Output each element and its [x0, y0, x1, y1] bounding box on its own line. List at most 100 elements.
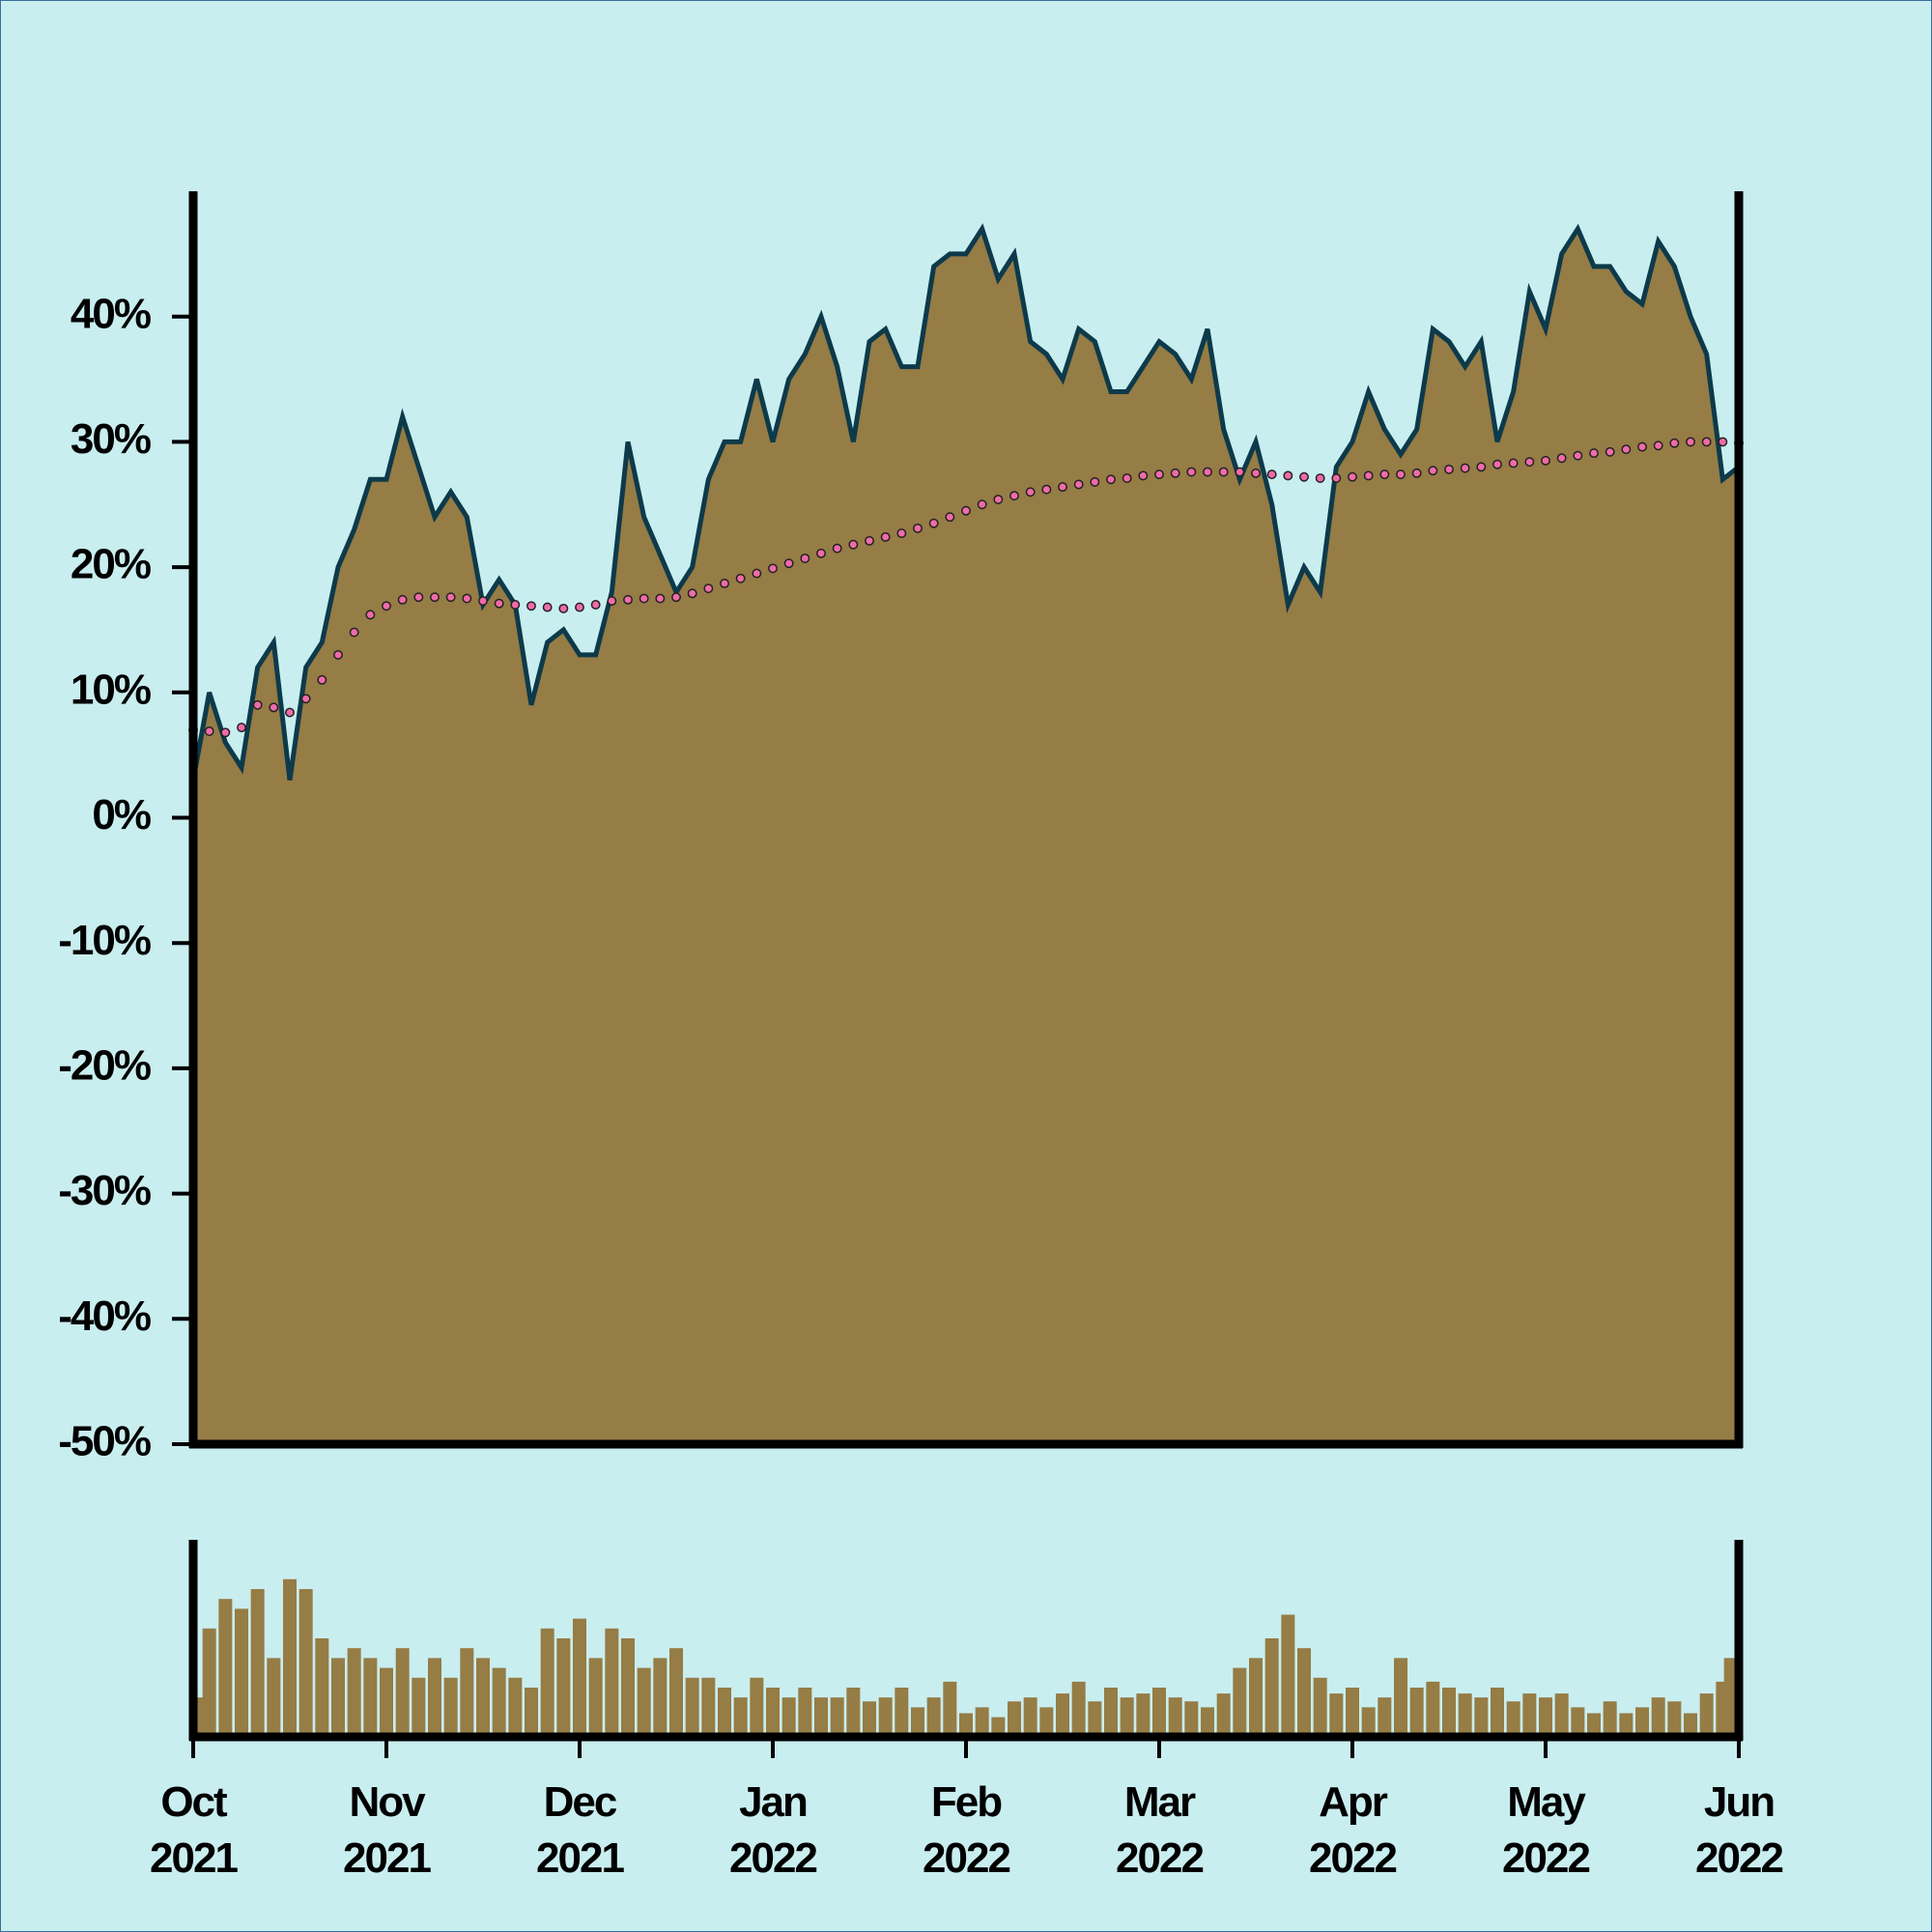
volume-bar [911, 1707, 924, 1737]
moving-average-dot [1428, 466, 1438, 476]
volume-bar [250, 1589, 265, 1737]
y-tick-label: 0% [92, 791, 150, 838]
moving-average-dot [1138, 470, 1149, 481]
moving-average-dot [720, 579, 729, 588]
moving-average-dot [1348, 471, 1357, 482]
moving-average-dot [494, 598, 504, 609]
x-tick-label: Jun 2022 [1695, 1778, 1784, 1882]
moving-average-dot [300, 694, 311, 704]
moving-average-dot [977, 499, 987, 510]
volume-bar [588, 1658, 603, 1737]
moving-average-dot [430, 592, 440, 603]
volume-bar [1329, 1693, 1344, 1737]
volume-bar [1571, 1707, 1585, 1737]
moving-average-dot [865, 535, 874, 546]
moving-average-dot [349, 627, 359, 638]
volume-bar [1168, 1697, 1182, 1737]
moving-average-dot [768, 563, 778, 574]
volume-bar [991, 1717, 1006, 1737]
volume-bar [1684, 1713, 1697, 1737]
x-tick-label: Nov 2021 [343, 1778, 432, 1882]
volume-bar [1264, 1638, 1279, 1737]
volume-bar [508, 1677, 523, 1737]
volume-bar [1313, 1677, 1327, 1737]
volume-bar [363, 1658, 378, 1737]
volume-bar [1201, 1707, 1214, 1737]
moving-average-dot [1396, 469, 1406, 480]
volume-bar [621, 1638, 635, 1737]
moving-average-dot [1621, 444, 1632, 455]
volume-bar [1409, 1688, 1424, 1737]
moving-average-dot [365, 610, 376, 620]
moving-average-dot [1653, 440, 1663, 451]
volume-bar [766, 1688, 780, 1737]
x-tick-label: Jan 2022 [729, 1778, 818, 1882]
moving-average-dot [1331, 473, 1342, 483]
moving-average-dot [542, 602, 553, 612]
volume-bar [412, 1677, 426, 1737]
moving-average-dot [220, 727, 231, 738]
moving-average-dot [1605, 446, 1615, 457]
moving-average-dot [1025, 487, 1036, 497]
x-tick-label: May 2022 [1502, 1778, 1591, 1882]
moving-average-dot [1524, 457, 1535, 468]
volume-bar [1635, 1707, 1649, 1737]
x-tick-label: Oct 2021 [150, 1778, 239, 1882]
moving-average-dot [1154, 469, 1164, 480]
moving-average-dot [1556, 453, 1567, 464]
volume-bar [701, 1677, 716, 1737]
volume-bar [1216, 1693, 1231, 1737]
volume-bar [1071, 1681, 1086, 1737]
moving-average-dot [639, 593, 649, 604]
volume-bar [1539, 1697, 1552, 1737]
moving-average-dot [1009, 491, 1019, 501]
volume-bar [1281, 1614, 1295, 1737]
volume-bar [1008, 1701, 1021, 1737]
volume-bar [733, 1697, 748, 1737]
volume-bar [1442, 1688, 1456, 1737]
y-tick-label: 20% [71, 541, 151, 588]
moving-average-dot [1701, 437, 1712, 447]
moving-average-dot [1073, 479, 1084, 490]
moving-average-dot [1122, 473, 1132, 483]
volume-bar [1426, 1681, 1440, 1737]
moving-average-dot [1411, 468, 1422, 478]
y-tick-label: -30% [58, 1167, 151, 1214]
volume-bar [1297, 1648, 1311, 1737]
moving-average-dot [333, 649, 343, 660]
moving-average-dot [1669, 438, 1680, 448]
moving-average-dot [445, 592, 456, 603]
volume-bar [492, 1667, 506, 1737]
volume-bar [235, 1608, 248, 1737]
moving-average-dot [896, 528, 907, 539]
y-tick-label: 30% [71, 415, 151, 463]
moving-average-dot [832, 543, 842, 554]
volume-bar [1506, 1701, 1520, 1737]
volume-bar [460, 1648, 474, 1737]
moving-average-dot [1573, 450, 1583, 461]
moving-average-dot [397, 594, 408, 605]
volume-bar [1120, 1697, 1134, 1737]
volume-bar [1474, 1697, 1489, 1737]
area-fill [193, 228, 1739, 1444]
volume-bar [1619, 1713, 1634, 1737]
moving-average-dot [1476, 462, 1487, 472]
moving-average-dot [848, 539, 859, 550]
moving-average-dot [1283, 470, 1293, 481]
volume-bar [1651, 1697, 1665, 1737]
volume-bar [202, 1628, 216, 1737]
moving-average-dot [783, 558, 794, 569]
moving-average-dot [735, 573, 746, 583]
moving-average-dot [1218, 467, 1229, 477]
volume-bar [605, 1628, 619, 1737]
volume-bar [781, 1697, 796, 1737]
moving-average-dot [237, 723, 246, 733]
moving-average-dot [204, 726, 214, 736]
volume-bar [895, 1688, 909, 1737]
moving-average-dot [1266, 469, 1277, 480]
volume-bar [218, 1599, 233, 1737]
volume-bar [959, 1713, 973, 1737]
moving-average-dot [1106, 474, 1116, 485]
moving-average-dot [1315, 473, 1325, 483]
moving-average-dot [928, 518, 939, 528]
